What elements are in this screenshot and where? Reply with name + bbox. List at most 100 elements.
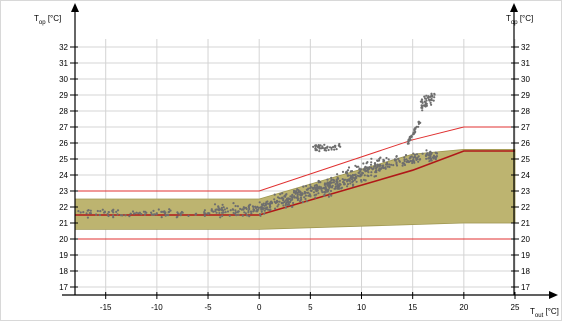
data-point [360,180,363,183]
data-point [428,152,431,155]
data-point [425,152,428,155]
data-point [211,210,214,213]
data-point [226,210,230,213]
y-tick-label-left: 31 [59,59,68,68]
data-point [333,179,336,182]
data-point [380,167,383,170]
data-point [150,213,153,216]
x-tick-label: -5 [204,303,212,312]
data-point [258,201,261,204]
data-point [129,212,132,215]
data-point [351,176,354,179]
data-point [237,210,240,213]
data-point [317,192,320,195]
data-point [317,179,320,183]
y-tick-label-left: 21 [59,219,68,228]
data-point [409,138,412,141]
y-tick-label-right: 19 [521,251,530,260]
data-point [314,144,317,147]
data-point [405,158,408,161]
data-point [268,209,271,212]
data-point [103,210,106,213]
data-point [244,212,247,215]
data-point [424,97,427,100]
y-tick-label-left: 32 [59,43,68,52]
data-point [312,145,315,148]
data-point [280,197,283,200]
data-point [384,167,387,170]
data-point [338,184,341,187]
data-point [356,174,359,177]
data-point [224,211,227,214]
x-tick-label: 25 [511,303,520,312]
data-point [309,185,312,188]
data-point [378,159,381,162]
data-point [366,161,369,164]
data-point [362,162,365,165]
data-point [409,159,412,162]
data-point [293,195,296,198]
y-tick-label-left: 24 [59,171,68,180]
data-point [332,145,335,149]
data-point [140,213,143,216]
data-point [411,161,414,165]
data-point [274,201,277,205]
data-point [260,210,263,213]
data-point [413,129,416,132]
x-axis-arrow [549,291,558,299]
data-point [341,170,345,173]
data-point [265,207,268,211]
data-point [378,167,381,170]
data-point [340,187,343,190]
data-point [311,186,314,189]
data-point [259,214,262,217]
data-point [305,184,308,188]
data-point [116,213,119,216]
data-point [119,214,122,217]
data-point [382,158,385,161]
x-tick-label: 15 [408,303,417,312]
data-point [85,212,88,215]
data-point [225,207,229,210]
data-point [329,189,333,193]
data-point [254,206,258,210]
data-point [300,194,303,197]
data-point [401,162,404,165]
data-point [319,181,322,184]
data-point [355,180,358,183]
data-point [222,206,225,209]
data-point [403,163,407,167]
y-tick-label-left: 30 [59,75,68,84]
x-tick-label: 20 [459,303,468,312]
x-tick-label: 10 [357,303,366,312]
data-point [128,215,131,218]
data-point [373,162,377,165]
data-point [352,184,355,188]
data-point [425,99,428,102]
data-point [285,201,288,204]
y-tick-label-right: 17 [521,283,530,292]
data-point [157,208,160,211]
data-point [163,211,166,214]
data-point [388,163,391,166]
data-point [388,165,391,169]
data-point [160,210,163,213]
data-point [412,131,415,135]
data-point [309,183,312,186]
data-point [324,185,327,188]
data-point [334,185,337,188]
data-point [203,211,206,214]
data-point [425,157,428,160]
data-point [282,204,285,207]
data-point [194,213,197,216]
data-point [413,160,416,163]
data-point [203,214,206,217]
data-point [301,201,304,204]
data-point [421,106,424,109]
data-point [220,206,223,209]
data-point [335,178,338,181]
data-point [283,195,286,198]
data-point [386,165,389,168]
data-point [432,99,435,102]
data-point [307,191,310,194]
